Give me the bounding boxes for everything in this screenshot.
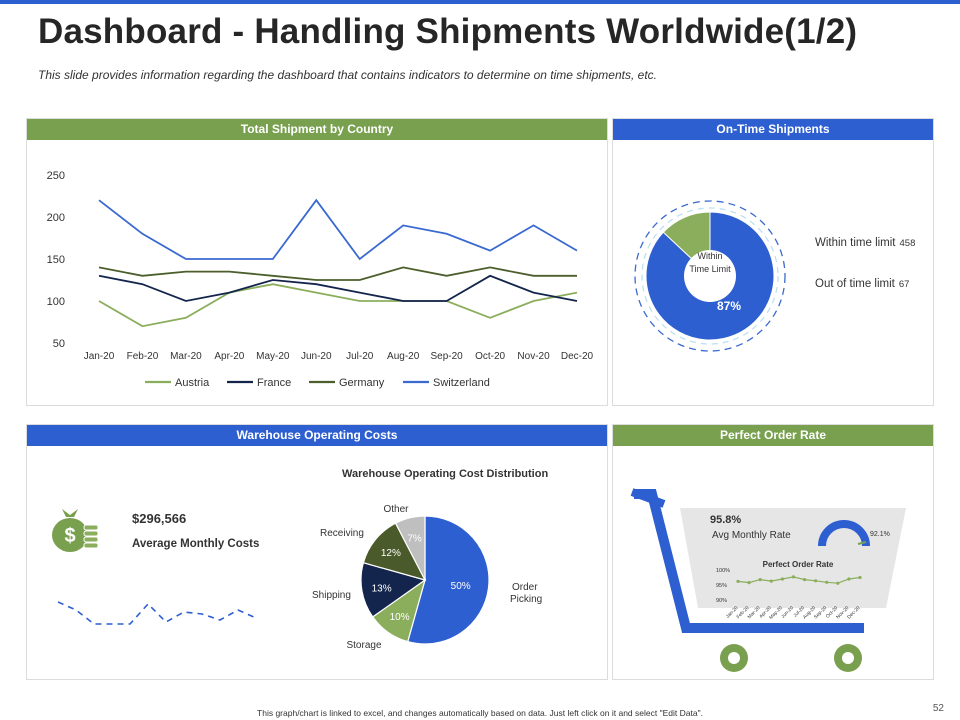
x-tick-label: Jun-20 [301,351,332,362]
mini-point [836,581,840,585]
mini-point [769,579,773,583]
mini-series-line [737,576,861,584]
y-tick-label: 250 [47,170,65,182]
legend-label: Germany [339,377,385,389]
pie-value-label: 12% [381,548,401,559]
pie-slice-shipping [360,561,427,618]
pie-title: Warehouse Operating Cost Distribution [342,468,549,480]
y-tick-label: 150 [47,254,65,266]
donut-hole [684,250,736,302]
x-tick-label: Nov-20 [517,351,550,362]
x-tick-label: Sep-20 [431,351,464,362]
warehouse-header: Warehouse Operating Costs [27,425,607,446]
x-tick-label: May-20 [256,351,290,362]
donut-center-line1: Within [697,251,722,261]
warehouse-panel: Warehouse Operating Costs [26,424,608,680]
shipment-line-chart: 50 100 150 200 250 Jan-20 Feb-20 Mar-20 Apr-20 Ma… [47,170,594,389]
on-time-panel: On-Time Shipments Within Time Limit 87% … [612,118,934,406]
page-subtitle: This slide provides information regardin… [38,68,657,82]
y-tick-label: 50 [53,338,65,350]
x-tick-label: Dec-20 [561,351,594,362]
pie-slice-order-picking [406,515,490,645]
shipment-by-country-header: Total Shipment by Country [27,119,607,140]
out-of-limit-row: Out of time limit 67 [815,278,909,290]
shopping-cart-icon [630,488,906,672]
perfect-order-gauge: 92.1% [818,520,890,547]
cost-distribution-pie: 50% Order Picking 10% Storage 13% Shipping 12% R… [312,504,542,651]
pie-category-label: Order Picking [510,582,542,605]
svg-text:$: $ [64,525,75,547]
legend-label: Switzerland [433,377,490,389]
mini-point [858,575,862,580]
donut-percent-label: 87% [717,299,741,313]
within-limit-row: Within time limit 458 [815,237,915,249]
top-accent-bar [0,0,960,4]
x-tick-label: Jan-20 [84,351,115,362]
x-tick-label: Mar-20 [170,351,202,362]
mini-x-tick: Jun-20 [780,605,795,620]
warehouse-cost-value: $296,566 [132,511,187,526]
y-tick-label: 200 [47,212,65,224]
pie-value-label: 13% [372,583,392,594]
mini-y-tick: 90% [716,598,727,604]
mini-point [814,579,818,583]
pie-value-label: 50% [451,581,471,592]
x-tick-label: Feb-20 [127,351,159,362]
perfect-order-value-label: Avg Monthly Rate [712,530,791,541]
pie-value-label: 10% [390,612,410,623]
mini-point [802,578,807,582]
x-tick-label: Aug-20 [387,351,420,362]
within-limit-label: Within time limit [815,237,896,249]
y-tick-label: 100 [47,296,65,308]
on-time-header: On-Time Shipments [613,119,933,140]
x-tick-label: Oct-20 [475,351,505,362]
donut-dashed-ring [634,200,786,352]
x-tick-label: Jul-20 [346,351,374,362]
out-of-limit-value: 67 [898,279,910,290]
page-number: 52 [932,703,944,714]
donut-center-line2: Time Limit [689,264,731,274]
pie-category-label: Storage [346,640,381,651]
mini-chart-title: Perfect Order Rate [763,560,834,569]
series-line-austria [98,283,578,328]
x-tick-label: Apr-20 [214,351,244,362]
warehouse-cost-label: Average Monthly Costs [132,538,260,550]
money-bag-icon: $ [52,509,99,552]
footer-note: This graph/chart is linked to excel, and… [257,708,703,718]
pie-value-label: 7% [407,533,422,544]
series-line-switzerland [98,198,578,261]
pie-slice-other [394,515,426,581]
perfect-order-value: 95.8% [710,514,742,526]
mini-y-tick: 100% [716,568,730,574]
pie-category-label: Receiving [320,528,364,539]
mini-point [791,575,796,579]
perfect-order-mini-chart: Perfect Order Rate 90%95%100%Jan-20Feb-2… [716,560,862,621]
series-line-germany [98,266,577,281]
mini-point [825,580,829,584]
cost-trend-sparkline [57,601,257,625]
mini-point [758,578,762,582]
mini-point [847,577,851,581]
gauge-label: 92.1% [870,531,890,538]
series-line-france [98,274,578,302]
shipment-by-country-panel: Total Shipment by Country 50 100 150 200 250… [26,118,608,406]
perfect-order-header: Perfect Order Rate [613,425,933,446]
legend-label: Austria [175,377,210,389]
donut-dashed-ring-inner [641,207,779,345]
mini-y-tick: 95% [716,583,727,589]
mini-point [780,577,784,581]
mini-point [747,581,751,585]
on-time-donut-chart: Within Time Limit 87% [634,200,786,352]
out-of-limit-label: Out of time limit [815,278,895,290]
within-limit-value: 458 [899,238,916,249]
page-title: Dashboard - Handling Shipments Worldwide… [38,12,858,51]
legend-label: France [257,377,291,389]
mini-x-tick: Sep-20 [813,605,828,620]
pie-category-label: Shipping [312,590,351,601]
pie-category-label: Other [383,504,409,515]
mini-x-tick: Dec-20 [846,605,861,620]
mini-point [736,579,740,583]
